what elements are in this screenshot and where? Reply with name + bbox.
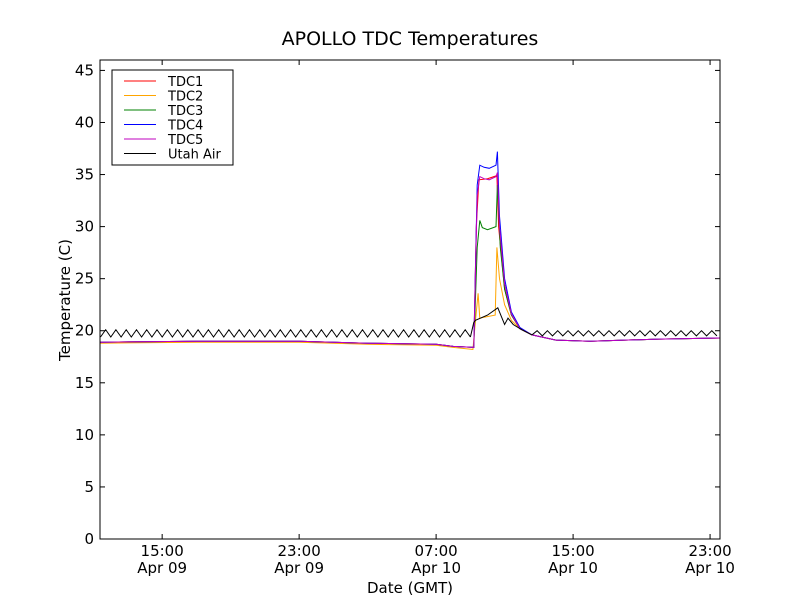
y-tick-label: 30 bbox=[75, 218, 94, 236]
y-tick-label: 10 bbox=[75, 426, 94, 444]
x-tick-date: Apr 10 bbox=[685, 559, 735, 577]
x-tick-time: 23:00 bbox=[688, 542, 731, 560]
chart-title: APOLLO TDC Temperatures bbox=[282, 28, 539, 50]
legend-label: TDC5 bbox=[167, 133, 203, 148]
series-line-utah-air bbox=[469, 307, 533, 338]
x-tick-date: Apr 10 bbox=[548, 559, 598, 577]
x-tick-time: 15:00 bbox=[551, 542, 594, 560]
y-tick-label: 35 bbox=[75, 166, 94, 184]
x-tick-date: Apr 09 bbox=[137, 559, 187, 577]
x-tick-time: 23:00 bbox=[278, 542, 321, 560]
series-line-utah-air bbox=[100, 328, 471, 338]
series-line-utah-air bbox=[531, 329, 718, 337]
y-axis-label: Temperature (C) bbox=[56, 239, 74, 362]
y-tick-label: 0 bbox=[84, 530, 94, 548]
legend-box bbox=[111, 69, 234, 166]
y-tick-label: 20 bbox=[75, 322, 94, 340]
legend-label: Utah Air bbox=[168, 148, 221, 163]
legend-label: TDC1 bbox=[167, 75, 203, 90]
y-tick-label: 5 bbox=[84, 478, 94, 496]
legend-label: TDC2 bbox=[167, 90, 203, 105]
x-axis-label: Date (GMT) bbox=[367, 579, 453, 597]
y-tick-label: 25 bbox=[75, 270, 94, 288]
series-line-tdc5 bbox=[100, 172, 720, 348]
y-tick-label: 15 bbox=[75, 374, 94, 392]
series-line-tdc4 bbox=[100, 151, 720, 348]
legend-label: TDC3 bbox=[167, 104, 203, 119]
series-line-tdc2 bbox=[100, 247, 720, 351]
x-tick-time: 07:00 bbox=[414, 542, 457, 560]
series-line-tdc3 bbox=[100, 184, 720, 348]
legend-label: TDC4 bbox=[167, 119, 203, 134]
x-tick-time: 15:00 bbox=[141, 542, 184, 560]
plot-lines bbox=[100, 151, 720, 351]
plot-frame bbox=[99, 59, 721, 540]
y-tick-label: 40 bbox=[75, 113, 94, 131]
x-tick-date: Apr 09 bbox=[274, 559, 324, 577]
x-tick-date: Apr 10 bbox=[411, 559, 461, 577]
series-line-tdc1 bbox=[100, 174, 720, 348]
y-tick-label: 45 bbox=[75, 61, 94, 79]
